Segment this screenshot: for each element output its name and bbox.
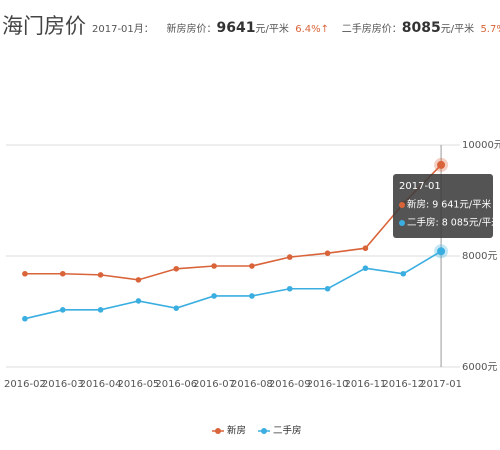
x-tick-label: 2016-08 — [231, 379, 273, 390]
point — [135, 277, 142, 283]
x-tick-label: 2016-12 — [382, 379, 424, 390]
point — [437, 160, 446, 169]
new-label: 新房房价： — [166, 24, 217, 35]
tooltip-line: 新房: 9 641元/平米 — [407, 199, 492, 211]
x-tick-label: 2016-09 — [269, 379, 311, 390]
y-tick-label: 10000元 — [462, 140, 500, 151]
point — [249, 293, 255, 299]
x-tick-label: 2016-03 — [42, 379, 84, 390]
used-price: 8085 — [401, 20, 441, 36]
x-tick-label: 2016-05 — [118, 379, 160, 390]
tooltip-box — [393, 174, 493, 238]
x-tick-label: 2017-01 — [420, 379, 462, 390]
point — [286, 285, 293, 292]
used-change: 5.7%↑ — [480, 24, 500, 35]
legend-label: 二手房 — [273, 425, 302, 437]
month: 2017-01月： — [92, 24, 154, 35]
new-change: 6.4%↑ — [295, 24, 330, 35]
x-tick-label: 2016-06 — [155, 379, 197, 390]
legend-label: 新房 — [227, 425, 246, 437]
point — [173, 265, 180, 272]
point — [286, 254, 293, 260]
legend-dot — [261, 428, 267, 434]
point — [437, 247, 446, 256]
x-tick-label: 2016-10 — [307, 379, 349, 390]
point — [362, 265, 369, 272]
point — [22, 315, 28, 322]
x-tick-label: 2016-07 — [193, 379, 235, 390]
point — [324, 250, 331, 257]
point — [59, 270, 66, 277]
x-tick-label: 2016-11 — [345, 379, 387, 390]
point — [97, 307, 104, 313]
x-tick-label: 2016-02 — [4, 379, 46, 390]
point — [135, 298, 142, 304]
series-line — [24, 250, 442, 320]
legend-dot — [215, 428, 221, 434]
summary: 2017-01月： 新房房价：9641元/平米 6.4%↑ 二手房房价：8085… — [92, 20, 500, 36]
point — [362, 245, 369, 252]
point — [22, 270, 28, 277]
title: 海门房价 — [2, 14, 86, 38]
new-price: 9641 — [216, 20, 256, 36]
x-tick-label: 2016-04 — [80, 379, 122, 390]
y-tick-label: 6000元 — [462, 362, 497, 373]
point — [211, 263, 217, 269]
point — [400, 270, 407, 277]
tooltip-line: 二手房: 8 085元/平米 — [407, 217, 500, 229]
point — [59, 307, 66, 313]
used-label: 二手房房价： — [341, 24, 402, 35]
point — [173, 305, 180, 311]
header: 海门房价 2017-01月： 新房房价：9641元/平米 6.4%↑ 二手房房价… — [0, 8, 500, 42]
new-unit: 元/平米 — [255, 24, 289, 35]
series-line — [24, 164, 442, 281]
y-tick-label: 8000元 — [462, 251, 497, 262]
tooltip-dot — [399, 202, 405, 208]
point — [211, 293, 217, 299]
point — [249, 263, 255, 269]
tooltip-dot — [399, 220, 405, 226]
point — [97, 272, 104, 278]
tooltip-title: 2017-01 — [399, 181, 441, 192]
used-unit: 元/平米 — [440, 24, 475, 35]
point — [324, 285, 331, 292]
